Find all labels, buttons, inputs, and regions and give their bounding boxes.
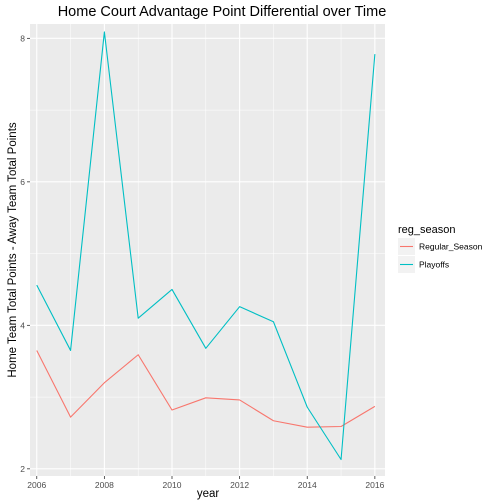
y-tick-label: 8 xyxy=(20,33,25,43)
y-axis: 2 4 6 8 xyxy=(20,33,30,474)
x-tick-label: 2008 xyxy=(95,480,114,490)
legend: reg_season Regular_Season Playoffs xyxy=(398,224,483,273)
x-axis-title: year xyxy=(197,488,220,500)
series-line-playoffs xyxy=(36,31,376,461)
x-axis: 2006 2008 2010 2012 2014 2016 xyxy=(27,476,385,490)
legend-label: Regular_Season xyxy=(419,242,483,252)
y-tick-label: 6 xyxy=(20,177,25,187)
minor-grid xyxy=(30,24,385,476)
major-grid xyxy=(30,24,385,476)
y-tick-label: 2 xyxy=(20,464,25,474)
plot-panel xyxy=(30,24,385,476)
y-tick-label: 4 xyxy=(20,320,25,330)
chart-title: Home Court Advantage Point Differential … xyxy=(58,4,387,20)
series-line-regular-season xyxy=(36,350,376,428)
x-tick-label: 2012 xyxy=(230,480,249,490)
x-tick-label: 2014 xyxy=(298,480,317,490)
x-tick-label: 2016 xyxy=(365,480,384,490)
series-layer xyxy=(36,31,376,461)
legend-label: Playoffs xyxy=(419,260,449,270)
x-tick-label: 2006 xyxy=(27,480,46,490)
x-tick-label: 2010 xyxy=(163,480,182,490)
y-axis-title: Home Team Total Points - Away Team Total… xyxy=(7,122,19,378)
legend-title: reg_season xyxy=(398,224,456,236)
